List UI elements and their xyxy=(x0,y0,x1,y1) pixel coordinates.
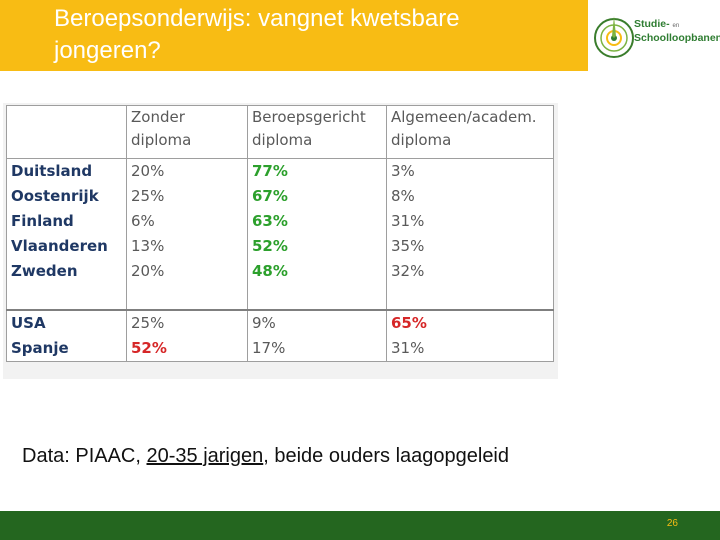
cell-beroeps: 48% xyxy=(247,259,387,284)
cell-zonder: 6% xyxy=(126,209,248,234)
table-row: Vlaanderen 13% 52% 35% xyxy=(6,234,554,259)
slide-title: Beroepsonderwijs: vangnet kwetsbare jong… xyxy=(54,3,574,67)
table-spacer-row xyxy=(6,284,554,310)
spacer-cell xyxy=(247,284,387,310)
spacer-cell xyxy=(126,284,248,310)
spacer-cell xyxy=(6,284,127,310)
header-algemeen-line1: Algemeen/academ. xyxy=(391,108,537,126)
page-number: 26 xyxy=(666,518,678,529)
table-row: USA 25% 9% 65% xyxy=(6,309,554,336)
cell-beroeps: 77% xyxy=(247,158,387,184)
data-source-caption: Data: PIAAC, 20-35 jarigen, beide ouders… xyxy=(22,445,509,468)
caption-suffix: , beide ouders laagopgeleid xyxy=(263,445,510,467)
cell-beroeps: 67% xyxy=(247,184,387,209)
cell-zonder: 20% xyxy=(126,259,248,284)
cell-beroeps: 17% xyxy=(247,336,387,362)
header-zonder-line1: Zonder xyxy=(131,108,185,126)
header-beroeps-line2: diploma xyxy=(252,131,313,149)
header-algemeen-line2: diploma xyxy=(391,131,452,149)
header-zonder-line2: diploma xyxy=(131,131,192,149)
table-row: Zweden 20% 48% 32% xyxy=(6,259,554,284)
title-bar: Beroepsonderwijs: vangnet kwetsbare jong… xyxy=(0,0,588,71)
table-header-row: Zonder diploma Beroepsgericht diploma Al… xyxy=(6,105,554,159)
cell-algemeen: 65% xyxy=(386,309,554,336)
cell-zonder: 25% xyxy=(126,309,248,336)
row-label: Oostenrijk xyxy=(6,184,127,209)
cell-beroeps: 52% xyxy=(247,234,387,259)
cell-algemeen: 3% xyxy=(386,158,554,184)
row-label: Duitsland xyxy=(6,158,127,184)
table-row: Oostenrijk 25% 67% 8% xyxy=(6,184,554,209)
caption-age-range: 20-35 jarigen xyxy=(146,445,264,467)
cell-beroeps: 63% xyxy=(247,209,387,234)
cell-zonder: 20% xyxy=(126,158,248,184)
logo-wordmark: Studie- en Schoolloopbanen xyxy=(634,18,720,44)
spacer-cell xyxy=(386,284,554,310)
header-zonder: Zonder diploma xyxy=(126,105,248,159)
cell-zonder: 25% xyxy=(126,184,248,209)
cell-algemeen: 32% xyxy=(386,259,554,284)
slide-title-line2: jongeren? xyxy=(54,37,161,64)
slide-title-line1: Beroepsonderwijs: vangnet kwetsbare xyxy=(54,5,460,32)
cell-beroeps: 9% xyxy=(247,309,387,336)
studie-schoolloopbanen-logo: Studie- en Schoolloopbanen xyxy=(592,8,720,68)
cell-algemeen: 31% xyxy=(386,209,554,234)
header-algemeen: Algemeen/academ. diploma xyxy=(386,105,554,159)
logo-line1: Studie- xyxy=(634,18,670,30)
row-label: Finland xyxy=(6,209,127,234)
footer-bar: 26 xyxy=(0,511,720,540)
logo-line2: Schoolloopbanen xyxy=(634,32,720,44)
row-label: Zweden xyxy=(6,259,127,284)
table-row: Finland 6% 63% 31% xyxy=(6,209,554,234)
logo-connector: en xyxy=(672,23,680,29)
row-label: Vlaanderen xyxy=(6,234,127,259)
cell-algemeen: 8% xyxy=(386,184,554,209)
row-label: Spanje xyxy=(6,336,127,362)
header-beroeps: Beroepsgericht diploma xyxy=(247,105,387,159)
cell-zonder: 52% xyxy=(126,336,248,362)
header-beroeps-line1: Beroepsgericht xyxy=(252,108,366,126)
table-panel: Zonder diploma Beroepsgericht diploma Al… xyxy=(3,103,558,379)
cell-zonder: 13% xyxy=(126,234,248,259)
table-row: Spanje 52% 17% 31% xyxy=(6,336,554,362)
row-label: USA xyxy=(6,309,127,336)
cell-algemeen: 35% xyxy=(386,234,554,259)
compass-circle-logo-icon xyxy=(594,16,634,58)
cell-algemeen: 31% xyxy=(386,336,554,362)
header-empty-cell xyxy=(6,105,127,159)
diploma-table: Zonder diploma Beroepsgericht diploma Al… xyxy=(6,105,554,362)
table-row: Duitsland 20% 77% 3% xyxy=(6,158,554,184)
caption-prefix: Data: PIAAC, xyxy=(22,445,147,467)
